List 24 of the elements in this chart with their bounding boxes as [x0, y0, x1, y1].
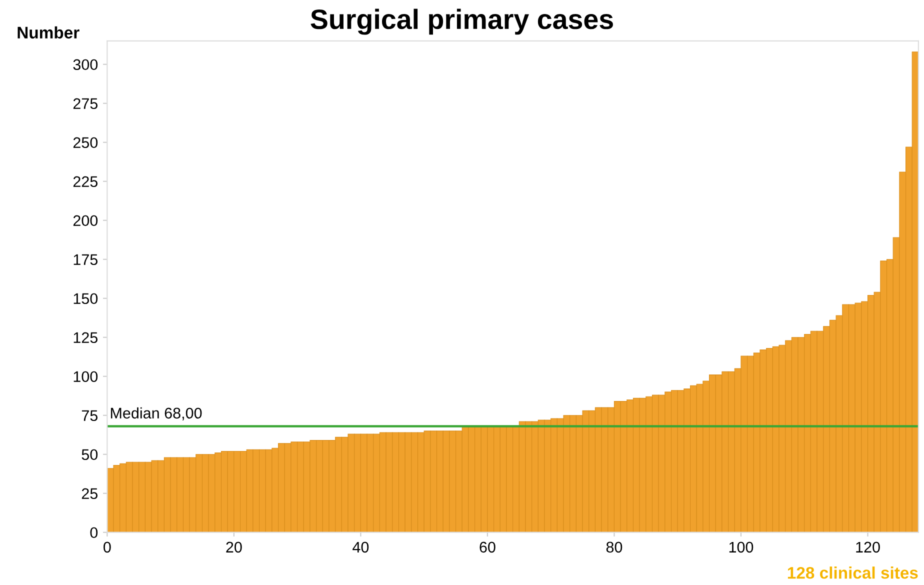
- y-tick-label: 150: [74, 293, 98, 304]
- y-tick-label: 100: [74, 371, 98, 382]
- y-tick-label: 250: [73, 137, 98, 148]
- x-tick-label: 120: [856, 542, 880, 553]
- y-tick-label: 275: [73, 98, 98, 110]
- x-tick-label: 0: [104, 542, 111, 553]
- x-tick-label: 100: [729, 542, 754, 553]
- y-tick-label: 225: [73, 176, 98, 188]
- text: 128 clinical sites: [788, 566, 918, 579]
- y-tick-label: 75: [82, 410, 98, 422]
- y-tick-label: 175: [74, 254, 98, 266]
- y-axis-title: Number: [18, 26, 80, 39]
- x-tick-label: 80: [606, 542, 622, 553]
- y-tick-label: 125: [74, 332, 98, 344]
- chart-title: Surgical primary cases: [310, 8, 613, 35]
- y-tick-label: 300: [73, 59, 98, 70]
- x-tick-label: 60: [480, 542, 496, 553]
- x-tick-label: 20: [226, 542, 242, 553]
- y-tick-label: 0: [90, 527, 98, 538]
- y-tick-label: 200: [73, 215, 98, 226]
- y-tick-label: 50: [82, 449, 98, 460]
- y-tick-label: 25: [82, 488, 98, 500]
- x-tick-label: 40: [352, 542, 369, 553]
- ref-line-label: Median 68,00: [110, 407, 202, 420]
